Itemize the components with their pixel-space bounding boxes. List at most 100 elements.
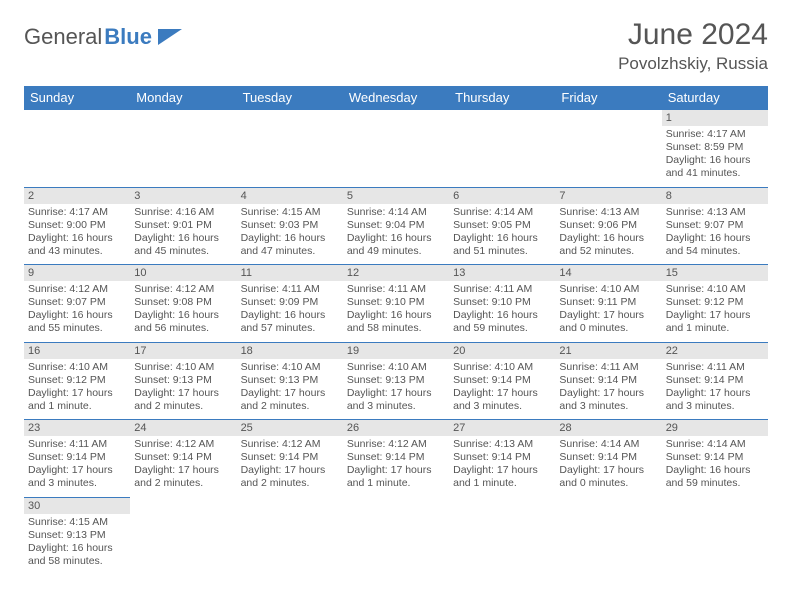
- daylight-text: Daylight: 16 hours: [134, 232, 232, 245]
- day-details-cell: [130, 126, 236, 187]
- daylight-text: Daylight: 16 hours: [666, 464, 764, 477]
- day-details-cell: Sunrise: 4:15 AMSunset: 9:03 PMDaylight:…: [237, 204, 343, 265]
- daylight-text: Daylight: 16 hours: [666, 232, 764, 245]
- sunset-text: Sunset: 9:11 PM: [559, 296, 657, 309]
- day-number-cell: 12: [343, 265, 449, 282]
- day-number-cell: [130, 497, 236, 514]
- day-details-cell: Sunrise: 4:13 AMSunset: 9:06 PMDaylight:…: [555, 204, 661, 265]
- day-details-cell: [343, 126, 449, 187]
- day-number-cell: 10: [130, 265, 236, 282]
- daylight-text: and 58 minutes.: [347, 322, 445, 335]
- sunset-text: Sunset: 9:07 PM: [666, 219, 764, 232]
- daylight-text: and 43 minutes.: [28, 245, 126, 258]
- sunset-text: Sunset: 9:14 PM: [241, 451, 339, 464]
- sunset-text: Sunset: 9:05 PM: [453, 219, 551, 232]
- daylight-text: Daylight: 16 hours: [28, 232, 126, 245]
- daylight-text: Daylight: 17 hours: [134, 464, 232, 477]
- sunrise-text: Sunrise: 4:10 AM: [241, 361, 339, 374]
- day-number-cell: [343, 110, 449, 127]
- day-details-cell: Sunrise: 4:13 AMSunset: 9:14 PMDaylight:…: [449, 436, 555, 497]
- sunrise-text: Sunrise: 4:12 AM: [134, 438, 232, 451]
- sunset-text: Sunset: 9:08 PM: [134, 296, 232, 309]
- day-number-cell: 17: [130, 342, 236, 359]
- daylight-text: Daylight: 16 hours: [134, 309, 232, 322]
- sunrise-text: Sunrise: 4:10 AM: [28, 361, 126, 374]
- day-number-cell: 14: [555, 265, 661, 282]
- sunrise-text: Sunrise: 4:11 AM: [666, 361, 764, 374]
- day-header-row: Sunday Monday Tuesday Wednesday Thursday…: [24, 86, 768, 110]
- logo-text-1: General: [24, 24, 102, 50]
- daylight-text: and 3 minutes.: [559, 400, 657, 413]
- sunset-text: Sunset: 9:13 PM: [134, 374, 232, 387]
- sunset-text: Sunset: 9:14 PM: [28, 451, 126, 464]
- day-details-cell: Sunrise: 4:13 AMSunset: 9:07 PMDaylight:…: [662, 204, 768, 265]
- day-header: Saturday: [662, 86, 768, 110]
- daylight-text: Daylight: 16 hours: [453, 309, 551, 322]
- sunrise-text: Sunrise: 4:14 AM: [559, 438, 657, 451]
- day-details-cell: Sunrise: 4:11 AMSunset: 9:09 PMDaylight:…: [237, 281, 343, 342]
- sunrise-text: Sunrise: 4:13 AM: [559, 206, 657, 219]
- day-number-cell: 1: [662, 110, 768, 127]
- daylight-text: Daylight: 17 hours: [28, 464, 126, 477]
- sunset-text: Sunset: 9:10 PM: [453, 296, 551, 309]
- day-details-cell: [343, 514, 449, 575]
- day-number-cell: 23: [24, 420, 130, 437]
- daylight-text: Daylight: 17 hours: [559, 309, 657, 322]
- sunset-text: Sunset: 9:13 PM: [347, 374, 445, 387]
- sunset-text: Sunset: 8:59 PM: [666, 141, 764, 154]
- sunset-text: Sunset: 9:12 PM: [28, 374, 126, 387]
- daylight-text: and 57 minutes.: [241, 322, 339, 335]
- day-details-cell: Sunrise: 4:17 AMSunset: 9:00 PMDaylight:…: [24, 204, 130, 265]
- day-number-cell: 22: [662, 342, 768, 359]
- daylight-text: Daylight: 17 hours: [559, 387, 657, 400]
- sunset-text: Sunset: 9:14 PM: [134, 451, 232, 464]
- daylight-text: and 1 minute.: [666, 322, 764, 335]
- day-details-cell: Sunrise: 4:12 AMSunset: 9:14 PMDaylight:…: [237, 436, 343, 497]
- sunset-text: Sunset: 9:12 PM: [666, 296, 764, 309]
- daylight-text: and 0 minutes.: [559, 322, 657, 335]
- day-number-cell: 26: [343, 420, 449, 437]
- daylight-text: and 41 minutes.: [666, 167, 764, 180]
- day-details-cell: [662, 514, 768, 575]
- daylight-text: Daylight: 17 hours: [453, 464, 551, 477]
- day-header: Wednesday: [343, 86, 449, 110]
- day-details-cell: Sunrise: 4:10 AMSunset: 9:13 PMDaylight:…: [130, 359, 236, 420]
- daylight-text: and 58 minutes.: [28, 555, 126, 568]
- daylight-text: and 55 minutes.: [28, 322, 126, 335]
- daylight-text: and 45 minutes.: [134, 245, 232, 258]
- details-row: Sunrise: 4:17 AMSunset: 8:59 PMDaylight:…: [24, 126, 768, 187]
- daylight-text: and 2 minutes.: [241, 477, 339, 490]
- day-details-cell: Sunrise: 4:12 AMSunset: 9:07 PMDaylight:…: [24, 281, 130, 342]
- day-number-cell: 18: [237, 342, 343, 359]
- daylight-text: Daylight: 16 hours: [453, 232, 551, 245]
- day-number-cell: 7: [555, 187, 661, 204]
- day-details-cell: [237, 514, 343, 575]
- sunrise-text: Sunrise: 4:17 AM: [28, 206, 126, 219]
- daylight-text: and 3 minutes.: [666, 400, 764, 413]
- sunrise-text: Sunrise: 4:12 AM: [347, 438, 445, 451]
- daylight-text: and 59 minutes.: [453, 322, 551, 335]
- day-details-cell: Sunrise: 4:11 AMSunset: 9:14 PMDaylight:…: [662, 359, 768, 420]
- day-header: Thursday: [449, 86, 555, 110]
- sunset-text: Sunset: 9:14 PM: [453, 451, 551, 464]
- sunrise-text: Sunrise: 4:10 AM: [559, 283, 657, 296]
- page-header: GeneralBlue June 2024 Povolzhskiy, Russi…: [24, 18, 768, 74]
- daylight-text: Daylight: 17 hours: [666, 387, 764, 400]
- sunrise-text: Sunrise: 4:10 AM: [453, 361, 551, 374]
- sunset-text: Sunset: 9:03 PM: [241, 219, 339, 232]
- day-number-cell: 5: [343, 187, 449, 204]
- sunrise-text: Sunrise: 4:10 AM: [134, 361, 232, 374]
- day-number-cell: 13: [449, 265, 555, 282]
- day-details-cell: [130, 514, 236, 575]
- day-details-cell: Sunrise: 4:16 AMSunset: 9:01 PMDaylight:…: [130, 204, 236, 265]
- day-number-cell: 27: [449, 420, 555, 437]
- daylight-text: and 47 minutes.: [241, 245, 339, 258]
- sunset-text: Sunset: 9:14 PM: [347, 451, 445, 464]
- day-number-cell: 3: [130, 187, 236, 204]
- day-number-cell: [555, 110, 661, 127]
- day-details-cell: Sunrise: 4:11 AMSunset: 9:14 PMDaylight:…: [24, 436, 130, 497]
- day-number-cell: [237, 497, 343, 514]
- daylight-text: and 2 minutes.: [241, 400, 339, 413]
- day-number-cell: [237, 110, 343, 127]
- daylight-text: and 54 minutes.: [666, 245, 764, 258]
